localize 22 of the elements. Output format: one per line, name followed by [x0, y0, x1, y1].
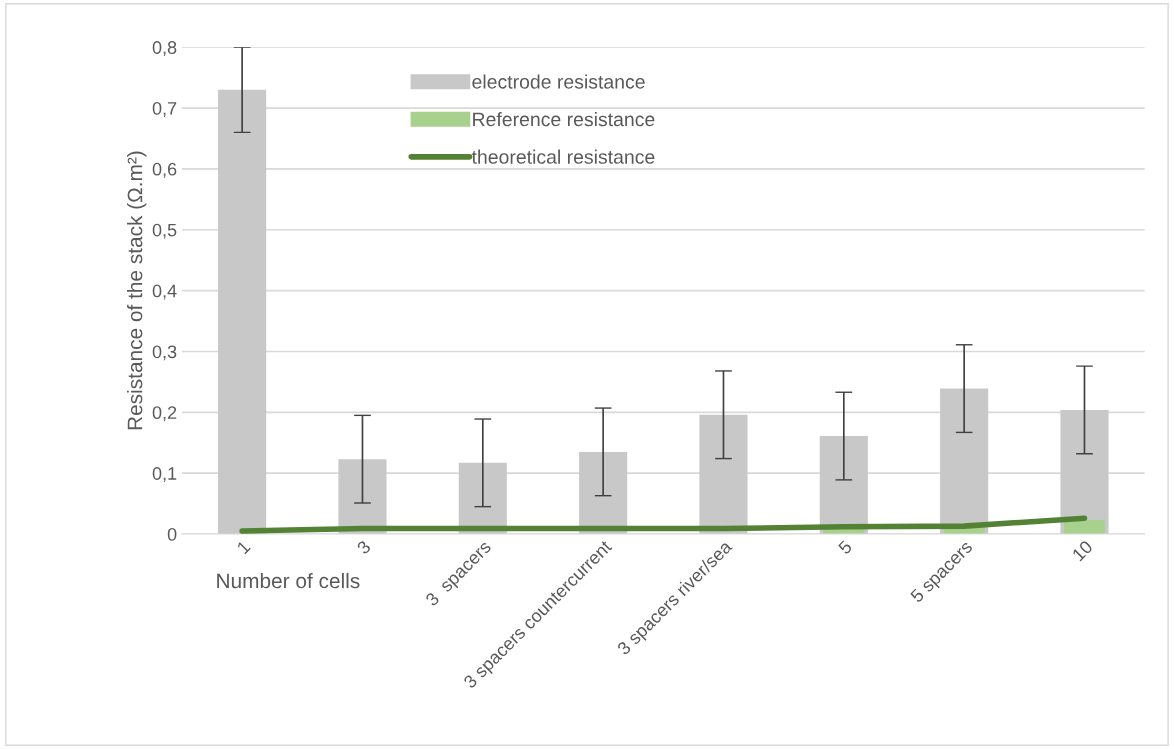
y-axis-title: Resistance of the stack (Ω.m²) [127, 151, 147, 430]
x-tick-label: 10 [1071, 539, 1094, 562]
y-tick-label: 0,8 [152, 41, 177, 57]
bar [338, 459, 387, 535]
legend-label: Reference resistance [473, 111, 655, 127]
y-tick-label: 0,4 [152, 284, 177, 300]
y-tick-label: 0,6 [152, 162, 177, 178]
y-tick-label: 0,3 [152, 345, 177, 361]
bar [218, 89, 267, 535]
legend-label: electrode resistance [472, 74, 645, 89]
y-tick-label: 0,2 [152, 406, 177, 422]
x-axis-title: Number of cells [217, 572, 360, 589]
legend-label: theoretical resistance [471, 149, 655, 164]
y-tick-label: 0,1 [152, 467, 177, 483]
x-tick-label: 3 [356, 539, 372, 555]
bar [699, 414, 748, 535]
x-tick-label: 1 [236, 539, 251, 555]
y-tick-label: 0,7 [152, 101, 177, 117]
y-tick-label: 0 [167, 527, 177, 541]
y-tick-label: 0,5 [152, 223, 177, 239]
x-tick-label: 5 [837, 539, 853, 555]
bar [940, 388, 989, 535]
